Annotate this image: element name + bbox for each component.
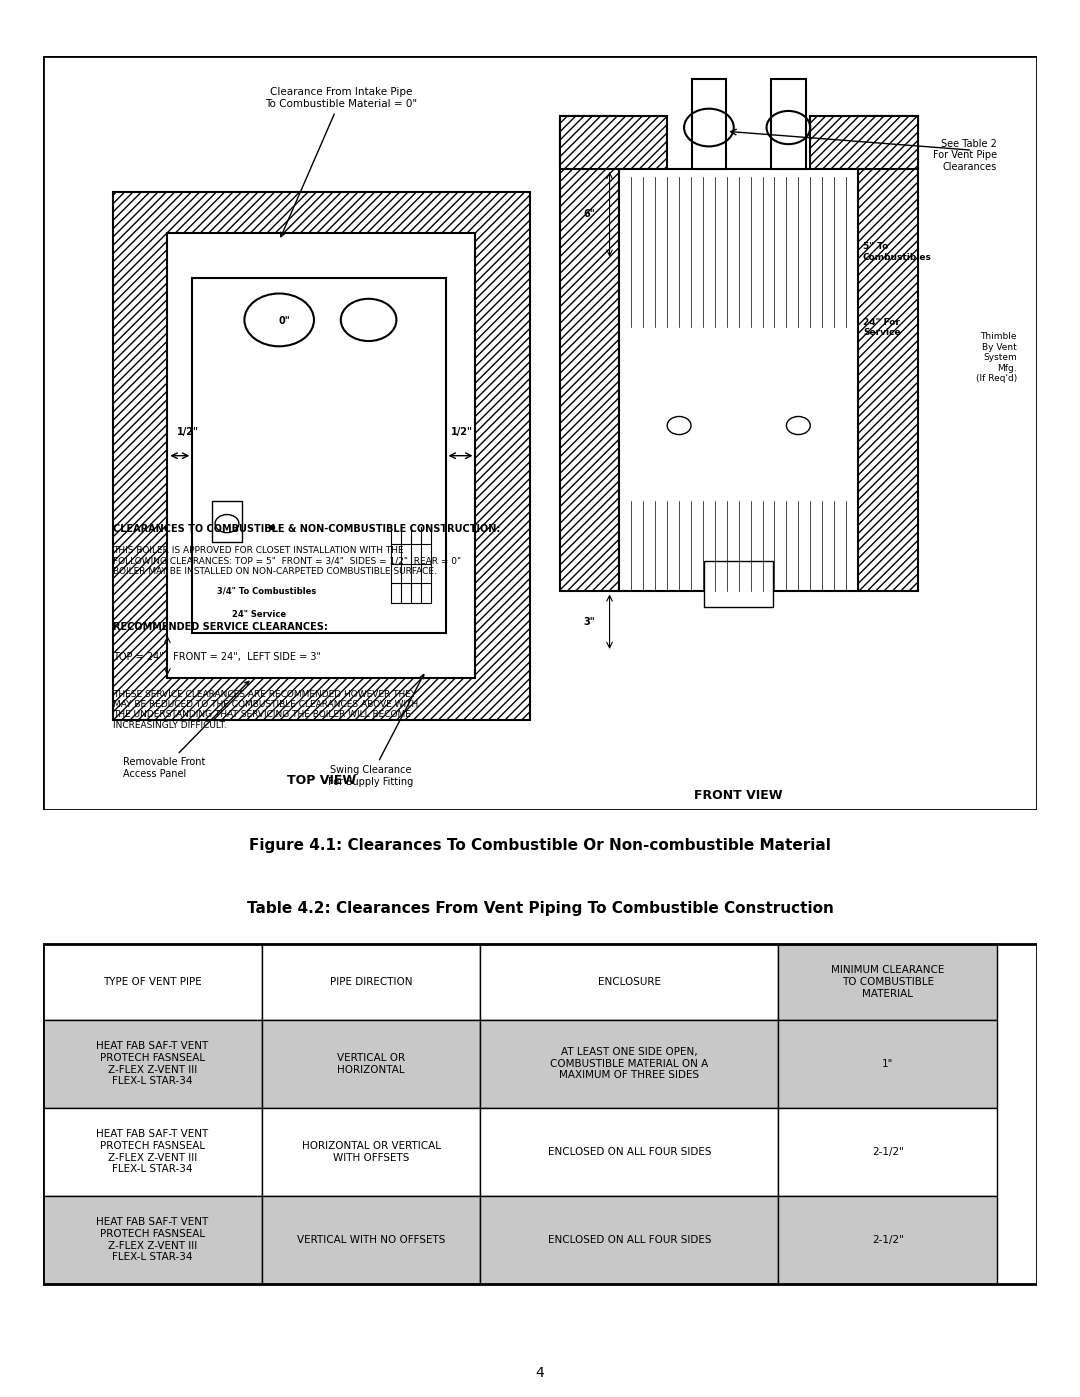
Text: TYPE OF VENT PIPE: TYPE OF VENT PIPE	[103, 977, 202, 988]
Text: HORIZONTAL OR VERTICAL
WITH OFFSETS: HORIZONTAL OR VERTICAL WITH OFFSETS	[301, 1141, 441, 1162]
Bar	[43, 1108, 261, 1196]
Bar	[704, 562, 773, 606]
Text: HEAT FAB SAF-T VENT
PROTECH FASNSEAL
Z-FLEX Z-VENT III
FLEX-L STAR-34: HEAT FAB SAF-T VENT PROTECH FASNSEAL Z-F…	[96, 1217, 208, 1263]
Bar	[43, 1020, 261, 1108]
Bar	[212, 502, 242, 542]
Text: Swing Clearance
For Supply Fitting: Swing Clearance For Supply Fitting	[328, 675, 423, 787]
Text: See Table 2
For Vent Pipe
Clearances: See Table 2 For Vent Pipe Clearances	[933, 138, 997, 172]
Bar	[779, 944, 997, 1020]
Bar	[261, 1108, 481, 1196]
Text: 24" For
Service: 24" For Service	[863, 317, 901, 337]
Text: Thimble
By Vent
System
Mfg.
(If Req'd): Thimble By Vent System Mfg. (If Req'd)	[975, 332, 1017, 383]
Bar	[858, 116, 918, 591]
Text: HEAT FAB SAF-T VENT
PROTECH FASNSEAL
Z-FLEX Z-VENT III
FLEX-L STAR-34: HEAT FAB SAF-T VENT PROTECH FASNSEAL Z-F…	[96, 1129, 208, 1175]
Text: ENCLOSURE: ENCLOSURE	[598, 977, 661, 988]
Text: 3": 3"	[583, 616, 595, 627]
Bar	[779, 1108, 997, 1196]
Text: VERTICAL OR
HORIZONTAL: VERTICAL OR HORIZONTAL	[337, 1053, 405, 1074]
Bar	[261, 1196, 481, 1284]
Bar	[559, 116, 667, 169]
Text: THESE SERVICE CLEARANCES ARE RECOMMENDED HOWEVER THEY
MAY BE REDUCED TO THE COMB: THESE SERVICE CLEARANCES ARE RECOMMENDED…	[112, 690, 418, 729]
Bar	[810, 116, 918, 169]
Text: 5" To
Combustibles: 5" To Combustibles	[863, 242, 932, 261]
Text: 1/2": 1/2"	[177, 427, 200, 437]
Text: TOP VIEW: TOP VIEW	[287, 774, 356, 787]
Bar	[261, 944, 481, 1020]
Text: PIPE DIRECTION: PIPE DIRECTION	[329, 977, 413, 988]
Bar	[481, 1108, 779, 1196]
Text: ENCLOSED ON ALL FOUR SIDES: ENCLOSED ON ALL FOUR SIDES	[548, 1147, 711, 1157]
Bar	[771, 78, 806, 169]
Text: HEAT FAB SAF-T VENT
PROTECH FASNSEAL
Z-FLEX Z-VENT III
FLEX-L STAR-34: HEAT FAB SAF-T VENT PROTECH FASNSEAL Z-F…	[96, 1041, 208, 1087]
Text: 6": 6"	[583, 210, 595, 219]
Text: RECOMMENDED SERVICE CLEARANCES:: RECOMMENDED SERVICE CLEARANCES:	[112, 622, 327, 631]
Bar	[779, 1020, 997, 1108]
Bar	[43, 944, 261, 1020]
Text: Figure 4.1: Clearances To Combustible Or Non-combustible Material: Figure 4.1: Clearances To Combustible Or…	[249, 838, 831, 852]
Text: 0": 0"	[279, 317, 291, 327]
Bar	[559, 116, 620, 591]
Text: 1/2": 1/2"	[450, 427, 473, 437]
Bar	[481, 1020, 779, 1108]
Text: Clearance From Intake Pipe
To Combustible Material = 0": Clearance From Intake Pipe To Combustibl…	[266, 87, 417, 236]
Text: 2-1/2": 2-1/2"	[872, 1147, 904, 1157]
Text: THIS BOILER IS APPROVED FOR CLOSET INSTALLATION WITH THE
FOLLOWING CLEARANCES: T: THIS BOILER IS APPROVED FOR CLOSET INSTA…	[112, 546, 461, 576]
Text: 4: 4	[536, 1365, 544, 1380]
Text: Removable Front
Access Panel: Removable Front Access Panel	[123, 682, 248, 780]
Bar	[691, 78, 727, 169]
Text: 2-1/2": 2-1/2"	[872, 1235, 904, 1245]
Bar	[261, 1020, 481, 1108]
Bar	[481, 944, 779, 1020]
Bar	[192, 278, 446, 633]
Bar	[620, 169, 858, 591]
Bar	[779, 1196, 997, 1284]
Text: 1": 1"	[882, 1059, 893, 1069]
Text: CLEARANCES TO COMBUSTIBLE & NON-COMBUSTIBLE CONSTRUCTION:: CLEARANCES TO COMBUSTIBLE & NON-COMBUSTI…	[112, 524, 500, 534]
Text: TOP = 24",  FRONT = 24",  LEFT SIDE = 3": TOP = 24", FRONT = 24", LEFT SIDE = 3"	[112, 652, 321, 662]
Bar	[43, 1196, 261, 1284]
Text: 3/4" To Combustibles: 3/4" To Combustibles	[217, 587, 316, 597]
Bar	[167, 233, 475, 679]
Text: FRONT VIEW: FRONT VIEW	[694, 789, 783, 802]
Text: Table 4.2: Clearances From Vent Piping To Combustible Construction: Table 4.2: Clearances From Vent Piping T…	[246, 901, 834, 915]
Text: MINIMUM CLEARANCE
TO COMBUSTIBLE
MATERIAL: MINIMUM CLEARANCE TO COMBUSTIBLE MATERIA…	[832, 965, 944, 999]
Bar	[43, 944, 1037, 1284]
Bar	[481, 1196, 779, 1284]
Bar	[112, 191, 530, 719]
Text: AT LEAST ONE SIDE OPEN,
COMBUSTIBLE MATERIAL ON A
MAXIMUM OF THREE SIDES: AT LEAST ONE SIDE OPEN, COMBUSTIBLE MATE…	[551, 1048, 708, 1080]
Text: ENCLOSED ON ALL FOUR SIDES: ENCLOSED ON ALL FOUR SIDES	[548, 1235, 711, 1245]
Text: 24" Service: 24" Service	[232, 609, 286, 619]
Text: VERTICAL WITH NO OFFSETS: VERTICAL WITH NO OFFSETS	[297, 1235, 445, 1245]
